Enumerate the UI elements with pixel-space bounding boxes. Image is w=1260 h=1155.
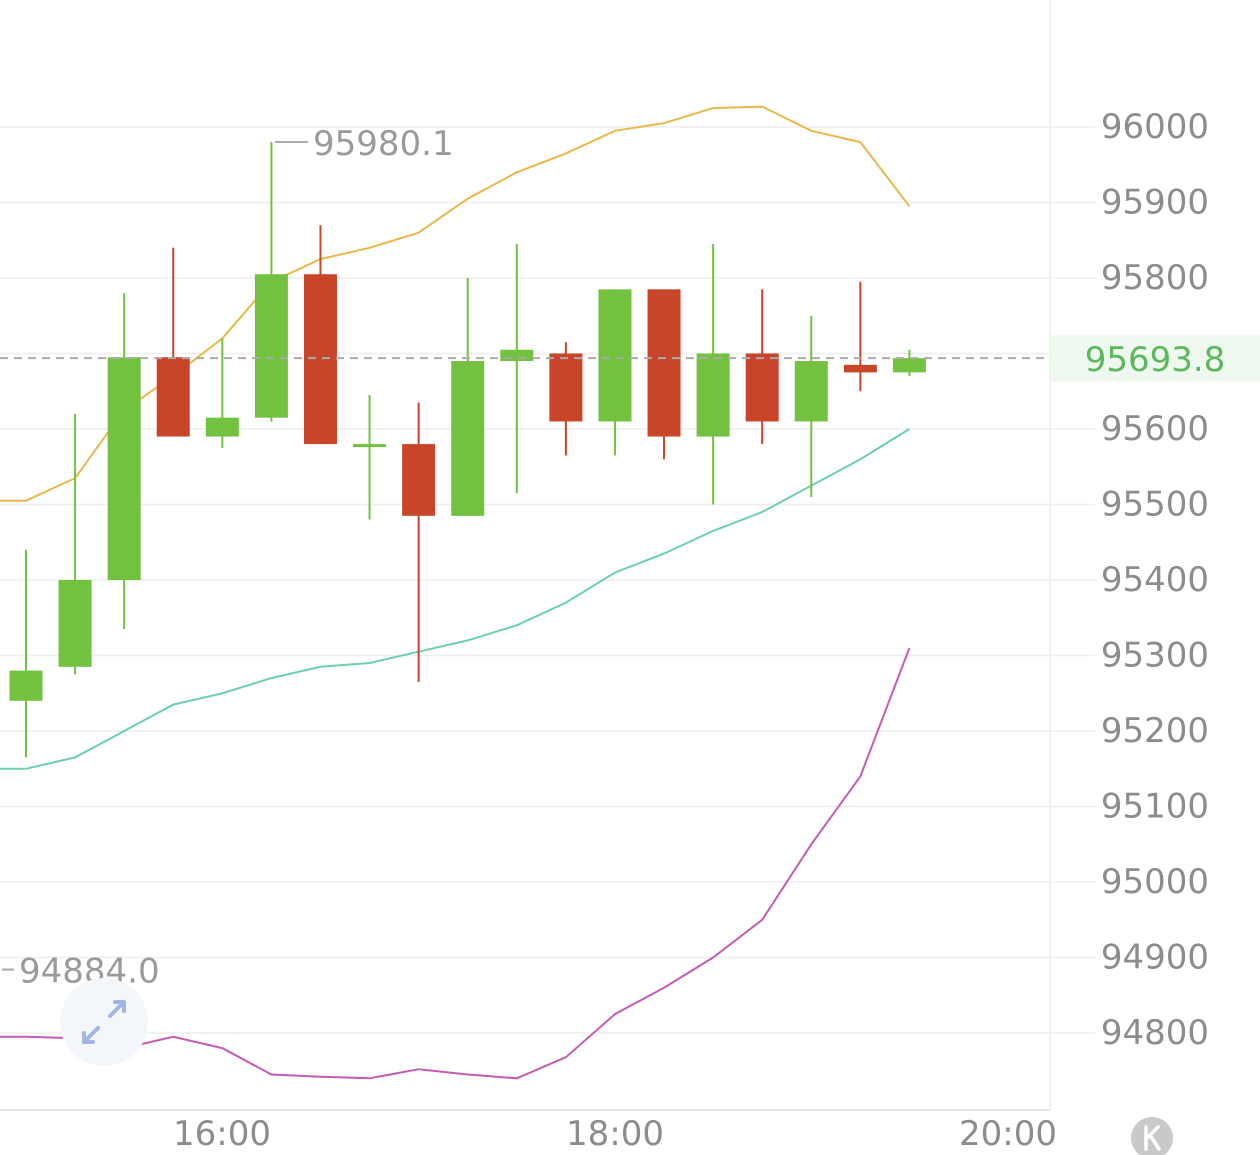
k-logo-icon[interactable] [1131,1117,1173,1155]
candle [353,395,387,520]
candle [549,342,583,456]
candle-body [402,444,436,516]
candle-body [353,444,387,448]
candle [58,413,92,675]
candle [303,225,337,445]
y-tick-label: 94900 [1101,938,1209,978]
y-tick-label: 95500 [1101,485,1209,525]
current-price-group: 95693.8 [0,335,1260,382]
candle-body [794,361,828,422]
candle-body [598,289,632,422]
grid-lines [0,126,1095,1034]
y-tick-label: 95200 [1101,711,1209,751]
candle-body [745,353,779,422]
candle [107,293,141,630]
middle-band-line [0,428,910,770]
y-tick-label: 95300 [1101,636,1209,676]
expand-icon[interactable] [60,978,148,1066]
candle [794,315,828,497]
candle [9,549,43,758]
current-price-label: 95693.8 [1085,340,1226,380]
candle [598,289,632,456]
candle [451,278,485,516]
candle [205,338,239,448]
high-annotation: 95980.1 [313,124,454,164]
candle-body [58,580,92,667]
candle-body [549,353,583,422]
annotations: 95980.1 94884.0 [2,124,454,992]
candle-body [205,417,239,437]
y-axis-ticks: 94800 94900 95000 95100 95200 95300 95400 95500… [1101,107,1209,1053]
bollinger-bands [0,105,911,1080]
y-tick-label: 95900 [1101,183,1209,223]
candle-body [892,358,926,373]
y-tick-label: 96000 [1101,107,1209,147]
y-tick-label: 95100 [1101,787,1209,827]
y-tick-label: 95800 [1101,258,1209,298]
x-axis-ticks: 16:00 18:00 20:00 [173,1114,1057,1154]
candle-body [647,289,681,437]
candle-body [500,349,534,362]
y-tick-label: 95400 [1101,560,1209,600]
candle-body [696,353,730,437]
candle-body [9,670,43,701]
x-tick-label: 20:00 [959,1114,1057,1154]
candle [500,244,534,494]
y-tick-label: 94800 [1101,1013,1209,1053]
candle [745,289,779,445]
candle [402,402,436,682]
y-tick-label: 95000 [1101,862,1209,902]
candle [696,244,730,505]
candle [843,281,877,392]
x-tick-label: 16:00 [173,1114,271,1154]
candle-body [254,274,288,418]
candles [9,142,926,758]
candle-body [451,361,485,516]
current-price-badge [1050,335,1260,382]
y-tick-label: 95600 [1101,409,1209,449]
x-tick-label: 18:00 [566,1114,664,1154]
candle-body [156,357,190,437]
candle [254,142,288,422]
candle-body [107,357,141,580]
candle [647,289,681,460]
candle [156,247,190,437]
candle-body [843,364,877,373]
candle [892,349,926,377]
